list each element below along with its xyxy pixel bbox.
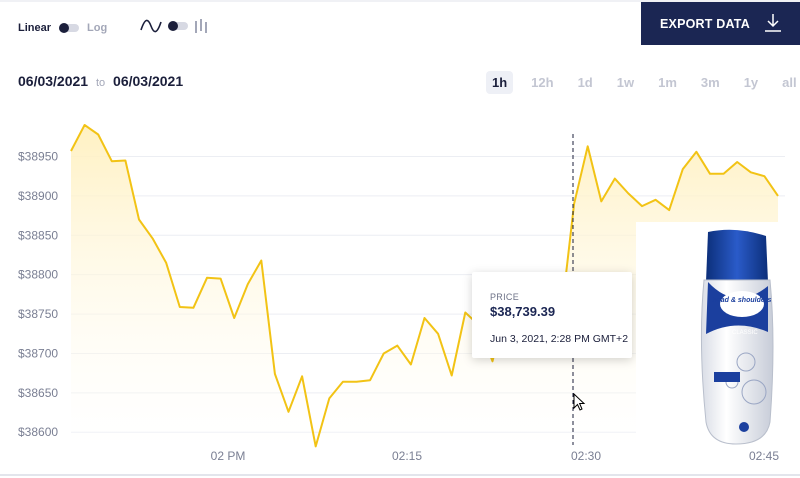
ad-brand-text: head & shoulders [713, 297, 772, 304]
range-1w[interactable]: 1w [616, 75, 635, 90]
scale-switch-knob [59, 23, 70, 33]
range-3m[interactable]: 3m [700, 75, 720, 90]
y-tick-label: $38850 [18, 228, 58, 242]
price-area [71, 125, 778, 448]
download-icon [765, 14, 781, 32]
chart-type-toggle[interactable] [140, 18, 208, 34]
range-1y[interactable]: 1y [743, 75, 759, 90]
x-tick-label: 02:15 [392, 449, 422, 463]
scale-log-label[interactable]: Log [87, 22, 108, 34]
date-range: 06/03/2021 to 06/03/2021 [18, 73, 183, 89]
range-1m[interactable]: 1m [658, 75, 677, 90]
price-line [70, 124, 779, 448]
mouse-cursor-icon [573, 393, 586, 411]
chart-type-switch[interactable] [168, 21, 188, 31]
x-tick-label: 02:30 [571, 449, 601, 463]
x-tick-label: 02 PM [211, 449, 246, 463]
shampoo-bottle-image: head & shoulders CLASSIC [700, 229, 774, 445]
tooltip-value: $38,739.39 [490, 304, 556, 319]
date-to[interactable]: 06/03/2021 [113, 73, 184, 89]
scale-toggle[interactable]: Linear Log [18, 22, 107, 34]
x-tick-label: 02:45 [749, 449, 779, 463]
range-1d[interactable]: 1d [577, 75, 593, 90]
y-tick-label: $38700 [18, 346, 58, 360]
shampoo-ad[interactable]: head & shoulders CLASSIC [636, 222, 800, 450]
scale-switch[interactable] [59, 23, 80, 33]
chart-type-knob [168, 21, 178, 31]
date-to-word: to [95, 77, 106, 89]
top-divider [0, 0, 800, 2]
range-12h[interactable]: 12h [531, 75, 554, 90]
price-tooltip: PRICE $38,739.39 Jun 3, 2021, 2:28 PM GM… [472, 272, 632, 358]
export-data-button[interactable]: EXPORT DATA [641, 2, 800, 45]
tooltip-time: Jun 3, 2021, 2:28 PM GMT+2 [490, 333, 629, 345]
bar-chart-icon[interactable] [194, 18, 208, 34]
y-tick-label: $38600 [18, 425, 58, 439]
y-tick-label: $38900 [18, 189, 58, 203]
ad-variant-text: CLASSIC [732, 330, 758, 336]
line-chart-icon[interactable] [140, 19, 162, 33]
tooltip-label: PRICE [490, 292, 520, 302]
y-tick-label: $38650 [18, 386, 58, 400]
y-tick-label: $38750 [18, 307, 58, 321]
date-from[interactable]: 06/03/2021 [18, 73, 89, 89]
export-data-label: EXPORT DATA [660, 17, 750, 31]
y-tick-label: $38950 [18, 150, 58, 164]
scale-linear-label[interactable]: Linear [18, 22, 52, 34]
range-1h[interactable]: 1h [486, 71, 514, 94]
y-tick-label: $38800 [18, 268, 58, 282]
range-all[interactable]: all [782, 75, 797, 90]
range-selector: 1h 12h 1d 1w 1m 3m 1y all [486, 71, 800, 94]
